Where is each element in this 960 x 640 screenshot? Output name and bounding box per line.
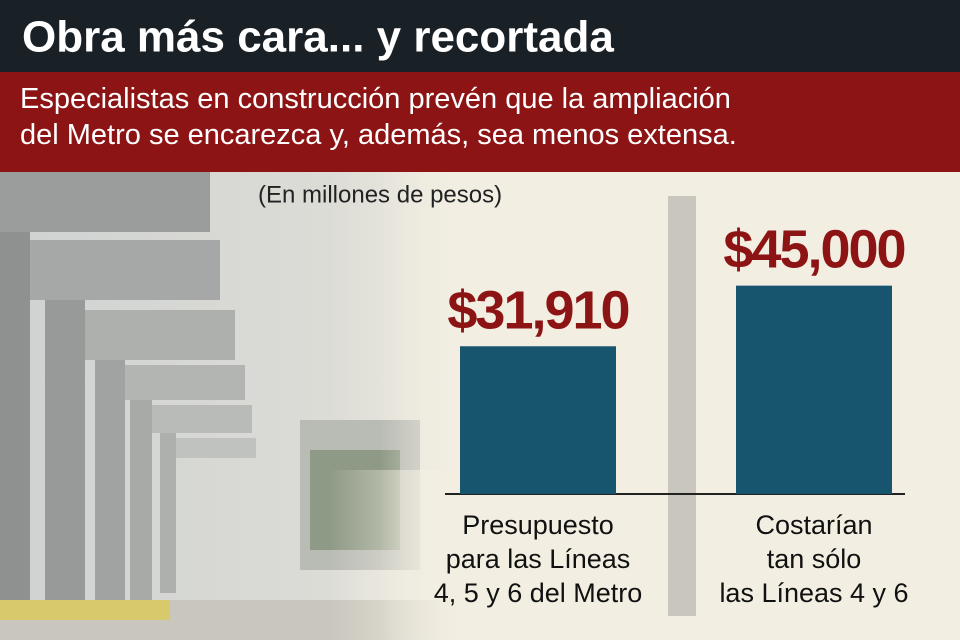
value-label: $31,910 — [447, 280, 628, 340]
category-label: Presupuesto para las Líneas 4, 5 y 6 del M… — [434, 510, 643, 608]
bar — [736, 285, 892, 494]
divider — [668, 196, 696, 616]
unit-note: (En millones de pesos) — [258, 181, 502, 208]
title: Obra más cara... y recortada — [22, 13, 614, 62]
title-band — [0, 0, 960, 72]
category-label: Costarían tan sólo las Líneas 4 y 6 — [719, 510, 908, 608]
bar — [460, 346, 616, 494]
subtitle: Especialistas en construcción prevén que… — [20, 83, 737, 151]
subtitle-band — [0, 72, 960, 172]
value-label: $45,000 — [723, 220, 904, 280]
photo — [0, 172, 470, 640]
